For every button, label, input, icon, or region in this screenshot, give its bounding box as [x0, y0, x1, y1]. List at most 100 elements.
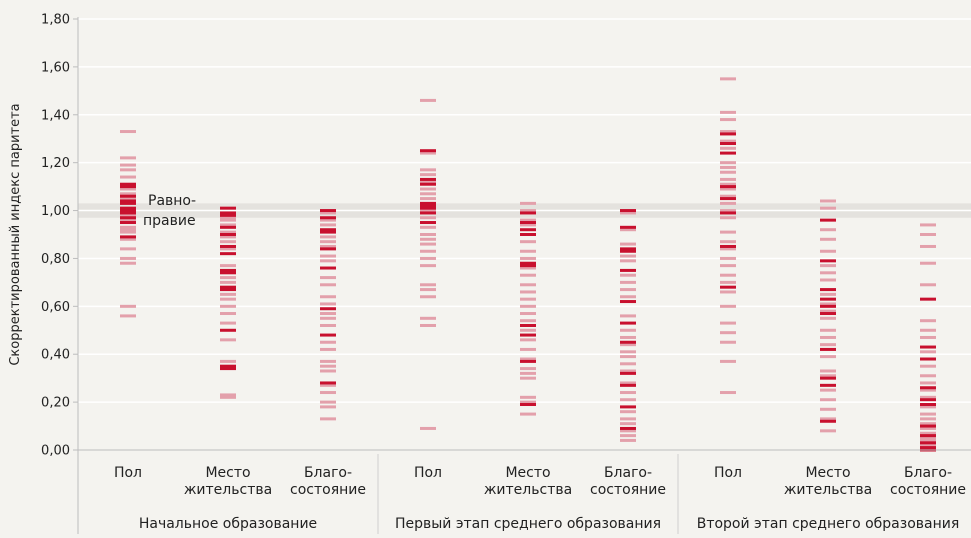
data-mark-light [220, 359, 236, 363]
data-mark-light [620, 259, 636, 263]
data-mark-light [320, 359, 336, 363]
data-mark-light [520, 273, 536, 277]
data-mark-light [320, 276, 336, 280]
data-mark-light [420, 209, 436, 213]
data-mark-dark [920, 297, 936, 301]
data-mark-dark [320, 216, 336, 220]
data-mark-light [820, 429, 836, 433]
data-mark-light [820, 264, 836, 268]
data-mark-light [120, 187, 136, 191]
data-mark-dark [220, 225, 236, 229]
data-mark-light [520, 328, 536, 332]
data-mark-light [320, 400, 336, 404]
data-mark-light [420, 168, 436, 172]
data-mark-dark [420, 204, 436, 208]
data-mark-dark [820, 383, 836, 387]
data-mark-light [920, 417, 936, 421]
data-mark-light [320, 211, 336, 215]
data-mark-light [920, 319, 936, 323]
data-mark-dark [720, 285, 736, 289]
data-mark-light [520, 290, 536, 294]
data-mark-light [920, 438, 936, 442]
data-mark-dark [720, 197, 736, 201]
data-mark-light [520, 319, 536, 323]
data-mark-dark [720, 142, 736, 146]
data-mark-light [820, 292, 836, 296]
data-mark-light [820, 328, 836, 332]
data-mark-light [920, 412, 936, 416]
data-mark-dark [220, 268, 236, 272]
data-mark-light [220, 230, 236, 234]
data-mark-light [820, 388, 836, 392]
data-mark-light [520, 266, 536, 270]
data-mark-light [620, 410, 636, 414]
data-mark-light [920, 426, 936, 430]
data-mark-dark [720, 132, 736, 136]
data-mark-dark [820, 419, 836, 423]
category-label-line1: Пол [414, 465, 442, 481]
data-mark-light [620, 335, 636, 339]
data-mark-light [420, 173, 436, 177]
data-mark-dark [620, 383, 636, 387]
data-mark-light [120, 192, 136, 196]
data-mark-dark [420, 201, 436, 205]
data-mark-light [820, 228, 836, 232]
data-mark-light [620, 343, 636, 347]
data-mark-light [220, 235, 236, 239]
category-label-line1: Благо- [604, 465, 652, 481]
data-mark-dark [520, 359, 536, 363]
data-mark-light [420, 216, 436, 220]
data-mark-dark [220, 328, 236, 332]
data-mark-dark [220, 285, 236, 289]
data-mark-light [920, 388, 936, 392]
data-mark-light [820, 369, 836, 373]
data-mark-dark [720, 151, 736, 155]
data-mark-dark [620, 268, 636, 272]
y-axis-title: Скорректированный индекс паритета [8, 103, 23, 365]
data-mark-light [320, 218, 336, 222]
data-mark-light [720, 216, 736, 220]
data-mark-light [720, 273, 736, 277]
data-mark-light [720, 280, 736, 284]
data-mark-light [320, 312, 336, 316]
data-mark-light [520, 256, 536, 260]
data-mark-light [320, 235, 336, 239]
data-mark-dark [620, 225, 636, 229]
data-mark-dark [320, 381, 336, 385]
data-mark-light [120, 247, 136, 251]
data-mark-dark [220, 271, 236, 275]
data-mark-dark [220, 252, 236, 256]
data-mark-light [320, 302, 336, 306]
data-mark-light [820, 271, 836, 275]
data-mark-light [720, 170, 736, 174]
category-label-line2: жительства [184, 482, 272, 498]
data-mark-light [520, 297, 536, 301]
data-mark-dark [420, 206, 436, 210]
data-mark-light [320, 223, 336, 227]
data-mark-dark [920, 386, 936, 390]
data-mark-light [520, 283, 536, 287]
data-mark-light [720, 209, 736, 213]
data-mark-light [120, 168, 136, 172]
data-mark-light [220, 216, 236, 220]
data-mark-light [920, 381, 936, 385]
data-mark-dark [620, 209, 636, 213]
data-mark-light [320, 340, 336, 344]
data-mark-light [620, 328, 636, 332]
data-mark-dark [120, 182, 136, 186]
data-mark-light [620, 434, 636, 438]
data-mark-dark [420, 221, 436, 225]
data-mark-dark [620, 426, 636, 430]
data-mark-light [420, 295, 436, 299]
data-mark-dark [620, 321, 636, 325]
data-mark-dark [820, 304, 836, 308]
data-mark-light [220, 218, 236, 222]
data-mark-light [120, 163, 136, 167]
data-mark-light [720, 264, 736, 268]
data-mark-light [720, 201, 736, 205]
data-mark-light [320, 391, 336, 395]
data-mark-light [220, 223, 236, 227]
data-mark-dark [320, 266, 336, 270]
data-mark-light [720, 110, 736, 114]
